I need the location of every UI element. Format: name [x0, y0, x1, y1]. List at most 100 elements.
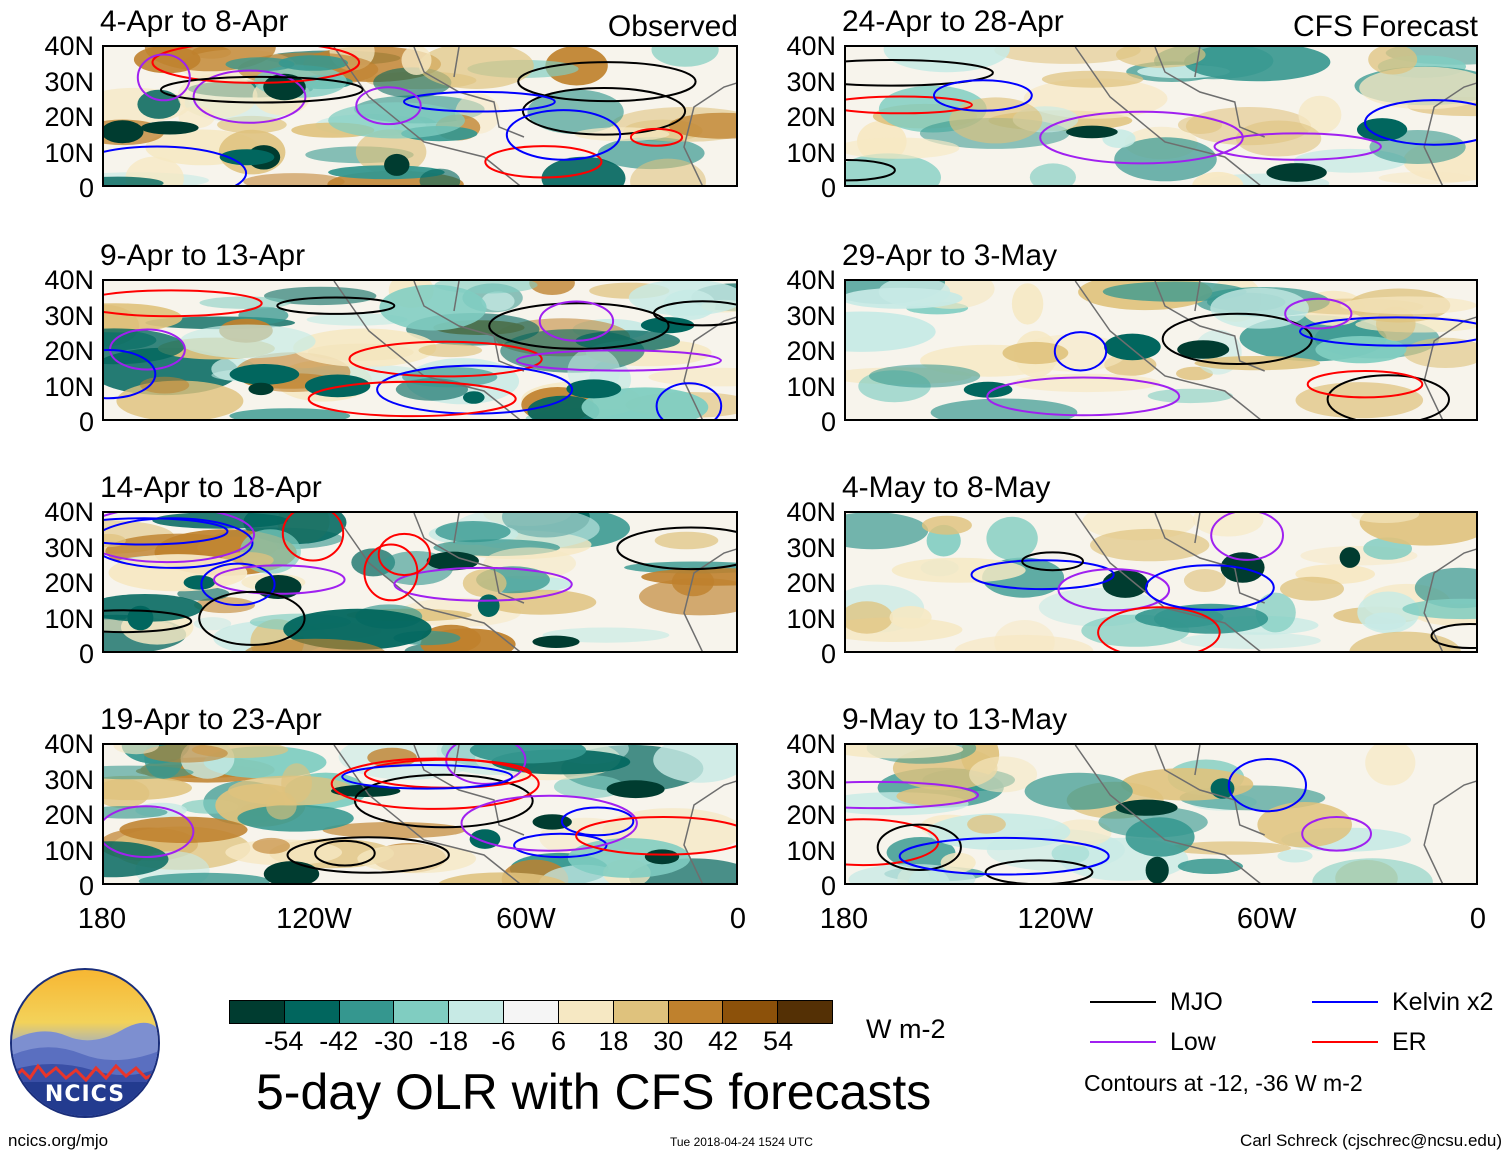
y-tick-label: 30N: [44, 66, 94, 97]
wave-contour: [515, 349, 722, 372]
olr-anomaly-region: [1378, 171, 1471, 185]
wave-contour: [330, 757, 540, 810]
olr-anomaly-region: [1414, 567, 1476, 609]
olr-anomaly-region: [628, 281, 736, 316]
wave-contour: [213, 564, 346, 595]
olr-anomaly-region: [1376, 306, 1416, 341]
wave-contour: [1306, 370, 1424, 399]
wave-contour: [1213, 132, 1382, 161]
olr-anomaly-region: [237, 804, 354, 832]
olr-anomaly-region: [846, 513, 929, 550]
olr-field: [104, 513, 736, 651]
olr-anomaly-core: [477, 594, 500, 617]
olr-anomaly-region: [229, 408, 351, 419]
olr-anomaly-region: [194, 597, 255, 614]
olr-anomaly-region: [541, 156, 626, 185]
olr-anomaly-core: [606, 780, 665, 799]
olr-anomaly-region: [1090, 528, 1210, 562]
olr-anomaly-region: [179, 324, 316, 359]
legend-label: ER: [1392, 1028, 1427, 1056]
olr-anomaly-region: [1364, 612, 1406, 631]
wave-contour: [560, 806, 635, 837]
olr-anomaly-region: [994, 620, 1055, 651]
olr-anomaly-region: [846, 601, 893, 634]
olr-anomaly-region: [1184, 47, 1331, 82]
footer-timestamp: Tue 2018-04-24 1524 UTC: [670, 1135, 813, 1149]
wave-contour: [104, 349, 157, 400]
y-tick-label: 20N: [44, 102, 94, 132]
y-tick-label: 30N: [44, 532, 94, 563]
olr-anomaly-core: [304, 374, 371, 398]
x-tick-label: 0: [729, 903, 747, 935]
olr-anomaly-region: [1177, 858, 1243, 874]
x-tick-label: 60W: [1236, 903, 1297, 935]
wave-contour: [1227, 757, 1307, 813]
coastline: [1074, 47, 1476, 185]
colorbar-tick-label: -30: [374, 1026, 414, 1056]
olr-anomaly-region: [653, 745, 736, 783]
olr-anomaly-region: [969, 756, 1038, 793]
olr-anomaly-region: [293, 328, 437, 367]
y-tick-label: 20N: [786, 800, 836, 830]
colorbar-cell: [339, 1001, 395, 1023]
olr-anomaly-core: [1104, 333, 1161, 361]
olr-map-panel: [102, 45, 738, 187]
olr-anomaly-region: [266, 792, 297, 820]
olr-anomaly-core: [1066, 125, 1118, 139]
olr-anomaly-region: [654, 531, 719, 550]
olr-anomaly-region: [1180, 632, 1321, 649]
legend-swatch: [1090, 1001, 1156, 1003]
olr-field: [846, 281, 1476, 419]
y-tick-label: 10N: [44, 835, 94, 866]
olr-anomaly-region: [641, 568, 736, 586]
legend-swatch: [1312, 1001, 1378, 1003]
wave-contour: [1021, 551, 1085, 572]
olr-anomaly-region: [1116, 47, 1206, 68]
olr-anomaly-region: [1192, 513, 1264, 537]
olr-anomaly-core: [104, 120, 144, 144]
legend-label: Low: [1170, 1028, 1216, 1056]
column-label: CFS Forecast: [1292, 10, 1478, 43]
olr-anomaly-region: [418, 343, 483, 358]
olr-anomaly-core: [1102, 570, 1149, 598]
x-tick-label: 120W: [1017, 903, 1094, 935]
colorbar-tick-label: -42: [319, 1026, 359, 1056]
colorbar-tick-label: -18: [429, 1026, 469, 1056]
olr-anomaly-region: [949, 97, 1043, 144]
colorbar-tick-label: -54: [264, 1026, 304, 1056]
wave-contour: [286, 836, 450, 874]
wave-contour: [403, 90, 556, 113]
wave-contour: [355, 86, 422, 126]
olr-anomaly-region: [668, 112, 736, 139]
y-tick-label: 10N: [786, 835, 836, 866]
wave-contour: [276, 296, 396, 315]
y-tick-label: 10N: [44, 137, 94, 168]
olr-anomaly-region: [527, 395, 600, 419]
olr-anomaly-region: [1312, 858, 1433, 883]
colorbar-cell: [613, 1001, 669, 1023]
olr-field: [846, 745, 1476, 883]
panel-title: 19-Apr to 23-Apr: [100, 703, 322, 736]
olr-anomaly-region: [104, 328, 185, 365]
chart-title: 5-day OLR with CFS forecasts: [256, 1064, 932, 1120]
colorbar-tick-label: 18: [598, 1026, 629, 1056]
wave-contour: [314, 839, 376, 867]
y-tick-label: 0: [820, 407, 836, 437]
x-tick-label: 120W: [276, 903, 352, 935]
y-tick-label: 30N: [786, 764, 836, 795]
footer-link[interactable]: ncics.org/mjo: [8, 1131, 109, 1150]
olr-field: [104, 745, 736, 883]
wave-contour: [104, 805, 195, 858]
wave-contour: [136, 53, 191, 102]
ncics-logo: NCICS: [10, 968, 160, 1118]
x-tick-label: 180: [819, 903, 869, 935]
colorbar-tick-label: 42: [708, 1026, 739, 1056]
y-tick-label: 40N: [786, 265, 836, 295]
y-tick-label: 0: [78, 173, 94, 203]
colorbar-cell: [449, 1001, 505, 1023]
olr-anomaly-region: [306, 313, 408, 326]
legend-swatch: [1090, 1041, 1156, 1043]
wave-contour: [846, 95, 973, 115]
olr-anomaly-core: [183, 575, 215, 590]
y-tick-label: 0: [78, 639, 94, 669]
